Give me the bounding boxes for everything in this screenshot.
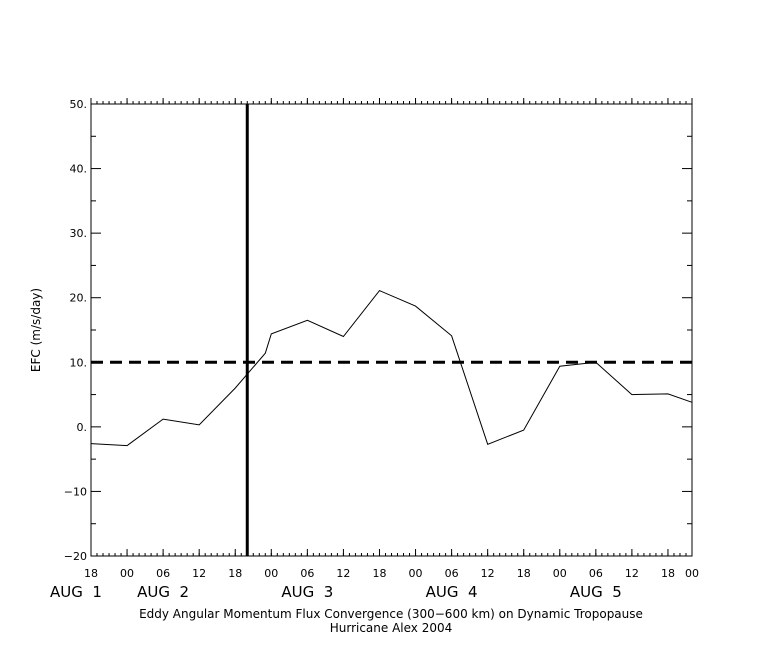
series-lines (90, 289, 693, 447)
x-tick-label: 18 (84, 567, 98, 580)
y-tick-label: −20 (64, 550, 87, 563)
x-tick-label: 00 (409, 567, 423, 580)
y-tick-label: 40. (70, 163, 88, 176)
x-tick-label: 00 (120, 567, 134, 580)
x-tick-label: 06 (589, 567, 603, 580)
axis-ticks (90, 98, 693, 557)
x-tick-label: 00 (264, 567, 278, 580)
x-tick-label: 18 (228, 567, 242, 580)
y-tick-label: −10 (64, 485, 87, 498)
reference-lines (91, 104, 692, 556)
chart-title: Eddy Angular Momentum Flux Convergence (… (139, 607, 643, 621)
tick-labels: 50. 40. 30. 20. 10. 0. −10 −20 18 00 06 12 18 00 06 12 1… (50, 98, 699, 601)
y-tick-label: 10. (70, 356, 88, 369)
chart-subtitle: Hurricane Alex 2004 (330, 621, 453, 635)
x-tick-label: 06 (156, 567, 170, 580)
x-tick-label: 18 (517, 567, 531, 580)
x-date-label: AUG 2 (137, 583, 189, 601)
x-tick-label: 00 (553, 567, 567, 580)
x-tick-label: 12 (625, 567, 639, 580)
x-tick-label: 12 (192, 567, 206, 580)
x-date-label: AUG 3 (281, 583, 333, 601)
x-tick-label: 18 (661, 567, 675, 580)
y-tick-label: 0. (77, 421, 88, 434)
y-tick-label: 50. (70, 98, 88, 111)
x-date-label: AUG 1 (50, 583, 102, 601)
x-date-label: AUG 4 (426, 583, 478, 601)
x-tick-label: 12 (336, 567, 350, 580)
x-tick-label: 00 (685, 567, 699, 580)
x-tick-label: 12 (481, 567, 495, 580)
x-tick-label: 18 (372, 567, 386, 580)
series-line (90, 289, 693, 447)
y-tick-label: 30. (70, 227, 88, 240)
plot-frame (90, 103, 693, 557)
y-tick-label: 20. (70, 292, 88, 305)
x-date-label: AUG 5 (570, 583, 622, 601)
x-tick-label: 06 (445, 567, 459, 580)
y-axis-label: EFC (m/s/day) (29, 288, 43, 372)
x-tick-label: 06 (300, 567, 314, 580)
